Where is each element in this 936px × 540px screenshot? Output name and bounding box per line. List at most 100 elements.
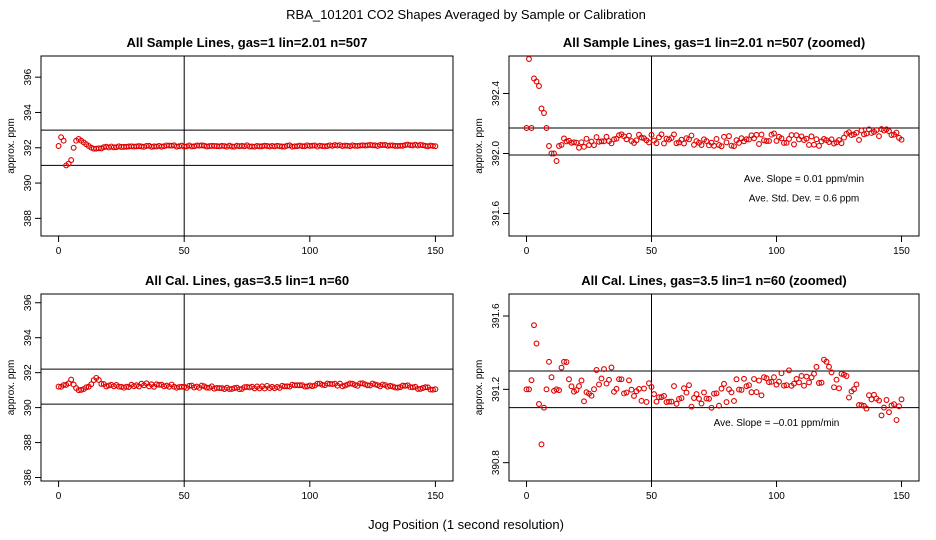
panel-title: All Sample Lines, gas=1 lin=2.01 n=507 — [127, 35, 368, 50]
annotation-text: Ave. Std. Dev. = 0.6 ppm — [749, 194, 860, 205]
data-point — [526, 386, 532, 393]
data-point — [768, 378, 775, 385]
y-tick-label: 386 — [23, 469, 34, 486]
x-tick-label: 150 — [893, 491, 910, 502]
data-point — [698, 142, 705, 148]
data-point — [633, 137, 640, 144]
data-point — [758, 392, 765, 399]
data-point — [546, 358, 552, 365]
data-point — [893, 129, 900, 136]
data-point — [791, 141, 797, 148]
data-point — [432, 386, 439, 393]
data-point — [523, 386, 530, 393]
data-point — [766, 379, 772, 386]
data-point — [618, 376, 625, 383]
data-point — [661, 140, 667, 147]
data-point — [706, 395, 712, 402]
data-point — [881, 404, 887, 411]
data-point — [778, 370, 785, 377]
data-point — [716, 402, 722, 409]
data-point — [653, 140, 660, 147]
data-point — [853, 129, 860, 136]
data-point — [429, 142, 436, 149]
data-point — [671, 383, 677, 390]
data-point — [658, 131, 665, 138]
data-point — [578, 139, 585, 146]
data-point — [693, 391, 700, 398]
data-point — [818, 379, 825, 386]
data-point — [70, 144, 77, 151]
plot-frame — [40, 55, 454, 237]
data-point — [538, 105, 545, 112]
data-point — [708, 404, 715, 411]
data-point — [771, 374, 777, 381]
data-point — [786, 367, 792, 374]
figure-title: RBA_101201 CO2 Shapes Averaged by Sample… — [286, 7, 646, 22]
data-point — [593, 367, 600, 373]
data-point — [538, 441, 545, 448]
data-point — [628, 386, 635, 393]
data-point — [723, 139, 730, 146]
data-point — [858, 402, 865, 409]
data-point — [811, 370, 817, 377]
x-tick-label: 0 — [524, 246, 530, 257]
data-point — [578, 377, 585, 384]
data-point — [801, 382, 807, 389]
data-point — [826, 363, 832, 370]
y-tick-label: 390 — [23, 399, 34, 416]
data-point — [796, 379, 802, 386]
data-point — [856, 136, 862, 143]
data-point — [893, 417, 900, 423]
y-tick-label: 392.4 — [491, 81, 502, 106]
data-point — [721, 380, 727, 387]
data-point — [781, 139, 787, 146]
data-point — [593, 134, 600, 141]
chart-panel-3: All Cal. Lines, gas=3.5 lin=1 n=60 0 50 100… — [6, 273, 454, 502]
data-point — [528, 125, 535, 131]
y-tick-label: 394 — [23, 104, 34, 121]
annotation-text: Ave. Slope = –0.01 ppm/min — [714, 418, 840, 429]
data-point — [788, 132, 795, 139]
panel-title: All Sample Lines, gas=1 lin=2.01 n=507 (… — [563, 35, 865, 50]
data-point — [553, 158, 560, 164]
x-axis-label: Jog Position (1 second resolution) — [368, 517, 564, 532]
data-point — [766, 138, 772, 144]
y-tick-label: 392 — [23, 139, 34, 156]
data-point — [548, 374, 555, 381]
panels: All Sample Lines, gas=1 lin=2.01 n=507 0 5… — [6, 35, 920, 502]
data-point — [806, 141, 812, 148]
data-point — [698, 400, 705, 407]
data-point — [422, 384, 429, 391]
data-point — [798, 373, 805, 379]
chart-panel-1: All Sample Lines, gas=1 lin=2.01 n=507 0 5… — [6, 35, 454, 257]
data-point — [803, 373, 810, 380]
data-point — [763, 138, 770, 144]
data-point — [55, 143, 62, 149]
data-point — [686, 382, 692, 389]
data-point — [236, 386, 243, 393]
data-point — [743, 136, 750, 143]
data-point — [284, 383, 291, 390]
data-point — [606, 376, 612, 383]
data-point — [541, 110, 547, 116]
data-point — [696, 395, 702, 402]
data-point — [828, 136, 835, 143]
data-point — [123, 383, 130, 390]
y-tick-label: 392 — [23, 364, 34, 381]
data-point — [581, 398, 587, 405]
y-axis-label: approx. ppm — [6, 118, 17, 174]
x-tick-label: 150 — [427, 491, 444, 502]
data-point — [608, 140, 615, 147]
y-tick-label: 391.6 — [491, 303, 502, 328]
data-point — [833, 376, 840, 383]
data-point — [721, 133, 727, 140]
data-point — [751, 376, 757, 382]
data-point — [718, 385, 725, 392]
data-point — [813, 136, 820, 143]
data-point — [671, 131, 677, 138]
y-axis-label: approx. ppm — [474, 118, 485, 174]
data-point — [623, 389, 630, 396]
data-point — [379, 381, 386, 388]
y-tick-label: 390 — [23, 174, 34, 191]
